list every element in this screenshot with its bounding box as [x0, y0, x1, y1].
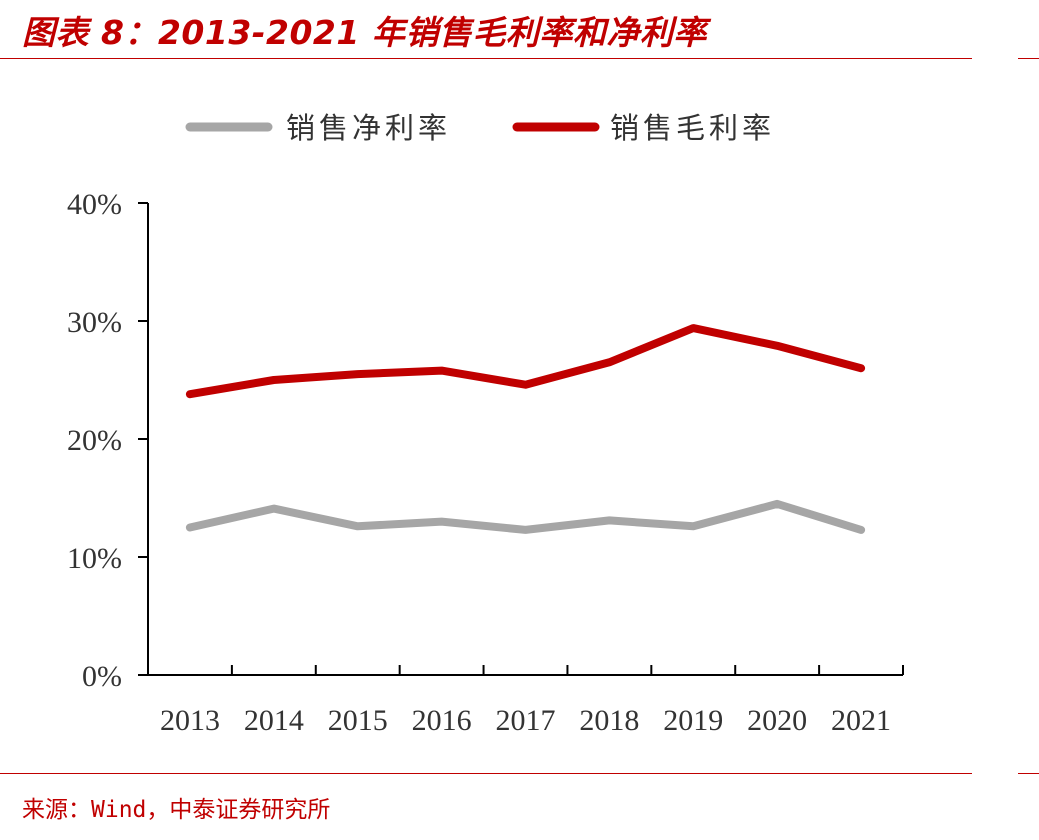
data-point — [858, 365, 865, 372]
header-rule-right — [1018, 58, 1039, 59]
header-rule — [0, 58, 972, 59]
data-point — [186, 524, 193, 531]
data-point — [690, 523, 697, 530]
series-lines — [185, 324, 866, 534]
data-point — [522, 381, 529, 388]
x-tick-label: 2014 — [244, 704, 304, 737]
x-tick-label: 2021 — [831, 704, 891, 737]
axes: 0% 10% 20% 30% 40% 2013 2014 2015 2016 2017 2018 20… — [67, 188, 904, 737]
data-point — [606, 517, 613, 524]
y-tick-label: 40% — [67, 188, 122, 221]
data-point — [270, 505, 277, 512]
data-point — [774, 342, 781, 349]
y-tick-label: 10% — [67, 542, 122, 575]
series-line-0 — [185, 499, 866, 534]
data-point — [438, 518, 445, 525]
data-point — [354, 523, 361, 530]
chart-title: 图表 8：2013-2021 年销售毛利率和净利率 — [22, 13, 707, 52]
footer-rule — [0, 773, 972, 774]
data-point — [858, 526, 865, 533]
legend: 销售净利率 销售毛利率 — [185, 111, 775, 145]
data-point — [522, 526, 529, 533]
legend-label-0: 销售净利率 — [286, 111, 451, 145]
y-tick-label: 30% — [67, 306, 122, 339]
legend-label-1: 销售毛利率 — [610, 111, 775, 145]
source-note: 来源：Wind，中泰证券研究所 — [22, 797, 331, 823]
data-point — [690, 325, 697, 332]
x-tick-label: 2019 — [663, 704, 723, 737]
data-point — [270, 377, 277, 383]
x-tick-label: 2020 — [747, 704, 807, 737]
y-tick-label: 20% — [67, 424, 122, 457]
data-point — [774, 500, 781, 507]
x-tick-label: 2016 — [412, 704, 472, 737]
x-tick-label: 2013 — [160, 704, 220, 737]
footer-rule-right — [1018, 773, 1039, 774]
x-tick-label: 2018 — [579, 704, 639, 737]
x-tick-label: 2017 — [496, 704, 556, 737]
data-point — [186, 391, 193, 398]
y-tick-label: 0% — [82, 660, 122, 693]
data-point — [606, 359, 613, 366]
data-point — [354, 371, 361, 378]
line-chart: 销售净利率 销售毛利率 0% 10% 20% 30% 40% 2013 2014 2015 201… — [67, 111, 904, 737]
data-point — [438, 367, 445, 374]
x-tick-label: 2015 — [328, 704, 388, 737]
